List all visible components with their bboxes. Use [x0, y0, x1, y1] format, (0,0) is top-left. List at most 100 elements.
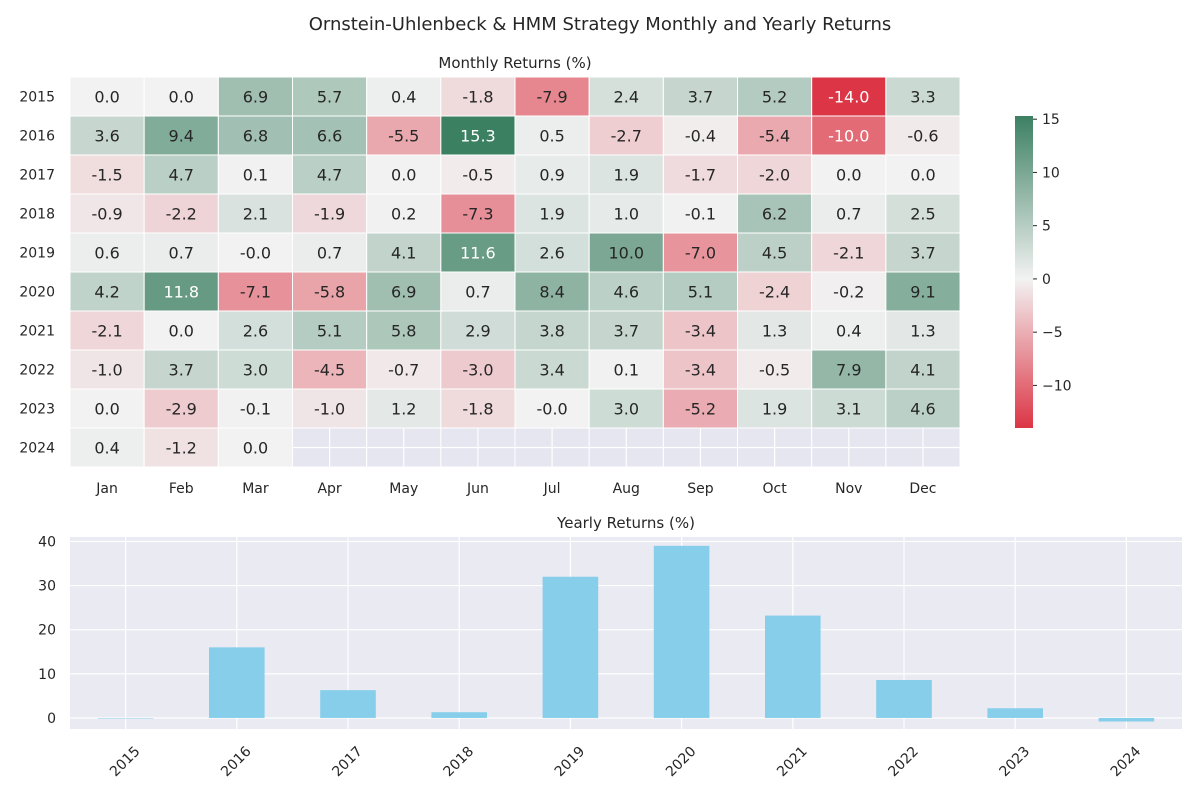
heatmap-cell-label: 11.6: [460, 244, 496, 263]
heatmap-cell: [217, 310, 294, 351]
x-tick-label: 2020: [663, 744, 700, 781]
heatmap-cell-label: 4.5: [762, 244, 787, 263]
heatmap-cell-label: -1.8: [462, 400, 493, 419]
heatmap-cell-label: 5.1: [688, 283, 713, 302]
heatmap-cell-label: -0.9: [91, 205, 122, 224]
heatmap-cell-label: -0.0: [536, 400, 567, 419]
colorbar-tick-label: −5: [1042, 325, 1063, 341]
bar-2020: [653, 545, 710, 718]
heatmap-cell-label: -7.1: [240, 283, 271, 302]
heatmap-cell-label: 5.2: [762, 88, 787, 107]
heatmap-cell: [292, 310, 368, 351]
bar-gridlines: [70, 537, 1182, 729]
heatmap-cell-label: -0.5: [759, 361, 790, 380]
heatmap-cell-label: 4.1: [910, 361, 935, 380]
bar-2023: [987, 708, 1043, 718]
heatmap-cell-label: -7.3: [462, 205, 493, 224]
bar-2022: [876, 680, 932, 718]
heatmap-cell: [588, 232, 664, 273]
colorbar-tick-label: 0: [1042, 272, 1051, 288]
x-tick-label: 2019: [552, 744, 589, 781]
heatmap-cell: [885, 310, 961, 351]
heatmap-cell-label: 3.7: [169, 361, 194, 380]
heatmap-cell-label: 1.9: [762, 400, 787, 419]
heatmap-cell-label: -5.8: [314, 283, 345, 302]
bar-2018: [431, 712, 487, 718]
heatmap-year-tick: 2024: [19, 441, 55, 457]
heatmap-cell-label: 6.2: [762, 205, 787, 224]
heatmap-cell: [514, 388, 590, 429]
heatmap-cell-label: 2.6: [243, 322, 268, 341]
heatmap-cell: [737, 271, 813, 312]
heatmap-cell-label: 15.3: [460, 127, 496, 146]
heatmap-cell-label: 5.1: [317, 322, 342, 341]
bar-chart-title: Yearly Returns (%): [556, 514, 695, 532]
heatmap-cell-label: 0.0: [243, 439, 268, 458]
bar-2015: [97, 717, 154, 719]
heatmap-cell: [292, 193, 368, 234]
heatmap-cell: [69, 232, 145, 273]
heatmap-cell-label: -2.0: [759, 166, 790, 185]
heatmap-cell: [811, 115, 887, 156]
heatmap-cell: [143, 427, 219, 468]
heatmap-cell: [885, 271, 961, 312]
heatmap-cell-label: -0.4: [685, 127, 716, 146]
heatmap-cell: [366, 310, 442, 351]
heatmap-month-tick: Jul: [543, 481, 561, 497]
heatmap-month-tick: May: [389, 481, 418, 497]
heatmap-cell-label: 3.0: [614, 400, 639, 419]
figure-title: Ornstein-Uhlenbeck & HMM Strategy Monthl…: [309, 14, 892, 35]
heatmap-cell-label: 1.9: [539, 205, 564, 224]
heatmap-cell-label: 0.4: [391, 88, 416, 107]
x-tick-label: 2022: [885, 744, 922, 781]
heatmap-cell-label: 0.0: [169, 322, 194, 341]
heatmap-cell: [440, 271, 516, 312]
heatmap-cell-label: -2.9: [166, 400, 197, 419]
heatmap-cell: [885, 388, 961, 429]
heatmap-cell-label: 1.3: [762, 322, 787, 341]
heatmap-cell-label: 0.5: [539, 127, 564, 146]
heatmap-cell-label: -0.0: [240, 244, 271, 263]
heatmap-year-tick: 2015: [19, 90, 55, 106]
monthly-returns-heatmap: Monthly Returns (%) 0.0 0.0 6.9 5.7 0.4 -1.8 -…: [19, 54, 961, 497]
heatmap-cell-label: 10.0: [608, 244, 644, 263]
heatmap-cell: [217, 193, 294, 234]
heatmap-cell: [811, 232, 887, 273]
heatmap-cell: [69, 193, 145, 234]
heatmap-cell: [811, 388, 887, 429]
heatmap-month-tick: Oct: [763, 481, 788, 497]
heatmap-cell: [662, 388, 739, 429]
heatmap-cell: [514, 115, 590, 156]
heatmap-cell: [69, 76, 145, 117]
heatmap-cell-label: 4.1: [391, 244, 416, 263]
heatmap-cell: [292, 154, 368, 195]
heatmap-cell: [440, 232, 516, 273]
heatmap-cell-label: 2.5: [910, 205, 935, 224]
heatmap-cell: [292, 349, 368, 390]
colorbar-tick-label: 10: [1042, 165, 1060, 181]
x-tick-label: 2017: [329, 744, 366, 781]
bar-2024: [1098, 717, 1155, 722]
bar-2016: [209, 647, 265, 718]
heatmap-year-tick: 2023: [19, 402, 55, 418]
heatmap-cell-label: -7.0: [685, 244, 716, 263]
x-tick-label: 2021: [774, 744, 811, 781]
heatmap-cell-label: 3.7: [910, 244, 935, 263]
x-tick-label: 2015: [107, 744, 144, 781]
colorbar-tick-label: 15: [1042, 112, 1060, 128]
heatmap-cell-label: -0.1: [240, 400, 271, 419]
heatmap-cell-label: -0.2: [833, 283, 864, 302]
heatmap-cell-label: 3.7: [688, 88, 713, 107]
heatmap-month-tick: Apr: [317, 481, 341, 497]
heatmap-cell-label: 0.4: [94, 439, 119, 458]
heatmap-cell: [217, 427, 294, 468]
heatmap-month-tick: Jun: [466, 481, 489, 497]
heatmap-cell: [440, 310, 516, 351]
heatmap-cell-label: -5.2: [685, 400, 716, 419]
heatmap-cell: [217, 232, 294, 273]
heatmap-cell: [514, 154, 590, 195]
bar-2017: [320, 690, 376, 718]
heatmap-cell: [69, 427, 145, 468]
